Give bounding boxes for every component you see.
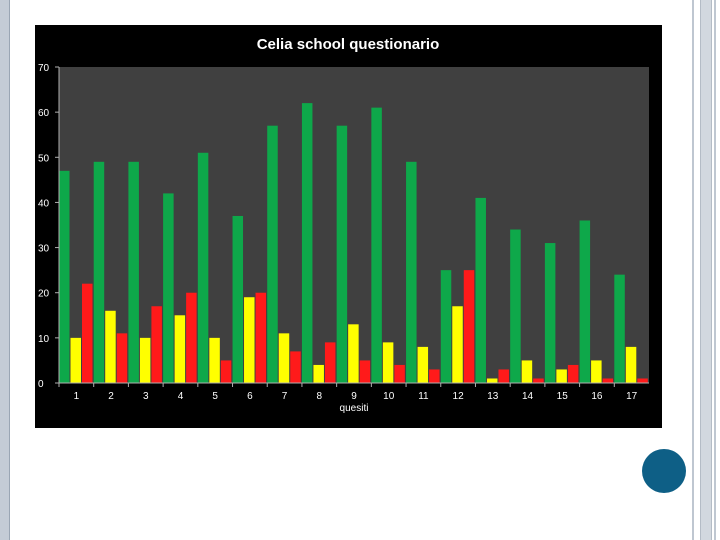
bar: [498, 369, 509, 383]
bar: [625, 346, 637, 383]
y-tick-label: 20: [38, 289, 50, 300]
bar: [406, 161, 417, 383]
bar: [244, 297, 255, 383]
bar: [602, 378, 614, 383]
bar: [591, 360, 602, 383]
bar: [82, 283, 93, 383]
bar: [139, 337, 151, 383]
bar: [128, 161, 139, 383]
x-tick-label: 15: [557, 391, 569, 402]
chart-title: Celia school questionario: [257, 36, 440, 53]
bar: [278, 333, 290, 383]
left-border-stripe: [0, 0, 10, 540]
y-tick-label: 10: [38, 334, 50, 345]
bar: [301, 103, 313, 383]
bar: [255, 292, 267, 383]
bar: [394, 364, 405, 383]
x-tick-label: 14: [522, 391, 534, 402]
bar: [510, 229, 521, 383]
bar: [417, 346, 429, 383]
x-tick-label: 2: [108, 391, 114, 402]
bar: [556, 369, 567, 383]
right-border-line: [692, 0, 694, 540]
right-border-stripe: [700, 0, 712, 540]
x-tick-label: 6: [247, 391, 253, 402]
x-tick-label: 17: [626, 391, 638, 402]
bar: [486, 378, 498, 383]
x-tick-label: 7: [282, 391, 288, 402]
x-tick-label: 12: [453, 391, 465, 402]
x-tick-label: 16: [591, 391, 603, 402]
x-tick-label: 5: [212, 391, 218, 402]
bar: [209, 337, 220, 383]
y-tick-label: 40: [38, 198, 50, 209]
bar: [220, 360, 232, 383]
bar: [93, 161, 105, 383]
x-axis-label: quesiti: [340, 403, 369, 414]
bar-chart: Celia school questionario 0 10 20 30 40 50 60 7…: [38, 36, 649, 414]
bar: [59, 170, 70, 383]
bar: [544, 243, 556, 383]
bar: [70, 337, 81, 383]
x-tick-label: 11: [418, 391, 429, 402]
bar: [579, 220, 591, 383]
bar: [637, 378, 648, 383]
bar: [313, 364, 324, 383]
bar: [463, 270, 475, 383]
bar: [452, 306, 463, 383]
bar: [336, 125, 348, 383]
bar: [521, 360, 533, 383]
bar: [359, 360, 371, 383]
bar: [371, 107, 382, 383]
bar: [475, 197, 486, 383]
y-tick-label: 50: [38, 153, 50, 164]
bars-layer: [59, 103, 648, 383]
y-tick-label: 70: [38, 63, 50, 74]
chart-container: Celia school questionario 0 10 20 30 40 50 60 7…: [35, 25, 662, 428]
bar: [348, 324, 359, 383]
bar: [151, 306, 162, 383]
y-tick-label: 30: [38, 244, 50, 255]
bar: [174, 315, 186, 383]
bar: [186, 292, 197, 383]
x-tick-label: 3: [143, 391, 149, 402]
bar: [232, 215, 244, 383]
y-tick-label: 0: [38, 379, 44, 390]
slide-decoration-circle: [642, 449, 686, 493]
x-tick-label: 13: [487, 391, 499, 402]
x-tick-label: 8: [317, 391, 323, 402]
x-tick-label: 9: [351, 391, 357, 402]
bar: [382, 342, 394, 383]
bar: [614, 274, 625, 383]
bar: [116, 333, 128, 383]
bar: [324, 342, 336, 383]
bar: [105, 310, 116, 383]
x-tick-label: 4: [178, 391, 184, 402]
bar: [290, 351, 301, 383]
bar: [429, 369, 440, 383]
bar: [267, 125, 278, 383]
y-tick-label: 60: [38, 108, 50, 119]
bar: [440, 270, 452, 383]
bar: [197, 152, 209, 383]
x-tick-label: 10: [383, 391, 395, 402]
bar: [533, 378, 544, 383]
bar: [163, 193, 174, 383]
x-tick-label: 1: [74, 391, 80, 402]
right-border-line-outer: [714, 0, 716, 540]
bar: [567, 364, 579, 383]
